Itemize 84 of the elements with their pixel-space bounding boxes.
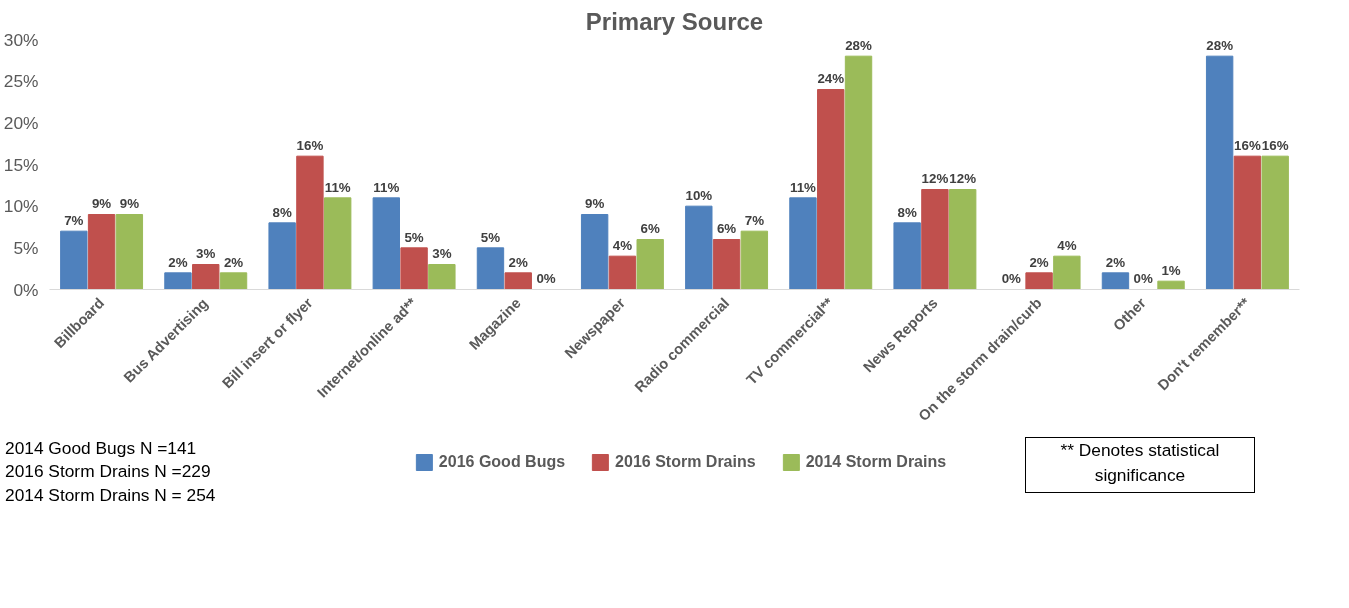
data-label: 16% [1234,137,1261,153]
data-label: 6% [716,221,737,237]
bar [1261,155,1289,290]
y-tick-label: 30% [3,29,39,50]
data-label: 2% [223,254,244,270]
data-label: 9% [119,196,140,212]
bar [817,89,845,290]
text: 2014 Storm Drains N = 254 [5,484,216,505]
bar [844,55,873,290]
bar [580,214,609,290]
bar [921,189,949,290]
chart-title: Primary Source [585,7,764,35]
data-label: 9% [585,196,605,212]
y-tick-label: 0% [13,279,39,300]
legend-label: 2014 Storm Drains [805,453,947,471]
data-label: 11% [790,179,817,195]
y-tick-label: 20% [3,112,39,133]
text: ** Denotes statistical significance [1059,439,1221,487]
bar [893,222,921,290]
data-label: 2% [508,254,529,270]
bar [1157,280,1185,290]
bar [87,214,116,290]
data-label: 5% [480,229,501,245]
data-label: 8% [272,204,292,220]
data-label: 11% [373,179,400,195]
data-label: 16% [1261,137,1289,153]
data-label: 11% [324,179,351,195]
data-label: 5% [404,229,424,245]
y-tick-label: 25% [3,71,39,92]
bar [740,230,769,290]
data-label: 7% [744,212,765,228]
data-label: 10% [685,187,713,203]
bar [949,189,977,290]
data-label: 4% [1057,237,1077,253]
bar [712,239,741,290]
bar [115,214,144,290]
text: 2016 Storm Drains N =229 [5,461,211,482]
data-label: 6% [640,221,660,237]
data-label: 1% [1161,262,1181,278]
bar [296,155,324,290]
data-label: 16% [296,137,324,153]
data-label: 28% [1206,37,1234,53]
bar [400,247,428,290]
bar [636,239,664,290]
y-tick-label: 5% [13,237,39,258]
data-label: 4% [612,237,633,253]
bar [476,247,505,290]
bar [60,230,88,290]
data-label: 9% [91,196,112,212]
text: 2014 Good Bugs N =141 [5,438,197,458]
bar [1205,55,1234,290]
y-tick-label: 15% [3,154,39,175]
legend-label: 2016 Good Bugs [438,453,566,471]
bar [608,255,637,290]
data-label: 2% [1029,254,1049,270]
data-label: 3% [196,246,216,262]
bar [1025,272,1053,290]
legend-label: 2016 Storm Drains [615,453,756,471]
bar [372,197,400,290]
data-label: 8% [897,204,917,220]
bar [219,272,248,290]
bar [192,264,220,290]
data-label: 7% [64,212,84,228]
data-label: 3% [432,246,452,262]
data-label: 0% [1001,271,1022,287]
data-label: 2% [168,254,188,270]
data-label: 24% [817,71,845,87]
bar [1053,255,1081,290]
data-label: 12% [921,171,949,187]
bar [164,272,192,290]
bar [685,205,713,290]
y-tick-label: 10% [3,196,39,217]
data-label: 28% [845,37,873,53]
data-label: 12% [949,171,977,187]
data-label: 0% [536,271,556,287]
bar [428,264,456,290]
data-label: 2% [1105,254,1126,270]
bar [504,272,532,290]
bar [1101,272,1130,290]
bar [1233,155,1262,290]
bar [324,197,352,290]
bar [268,222,296,290]
data-label: 0% [1133,271,1154,287]
bar [789,197,817,290]
